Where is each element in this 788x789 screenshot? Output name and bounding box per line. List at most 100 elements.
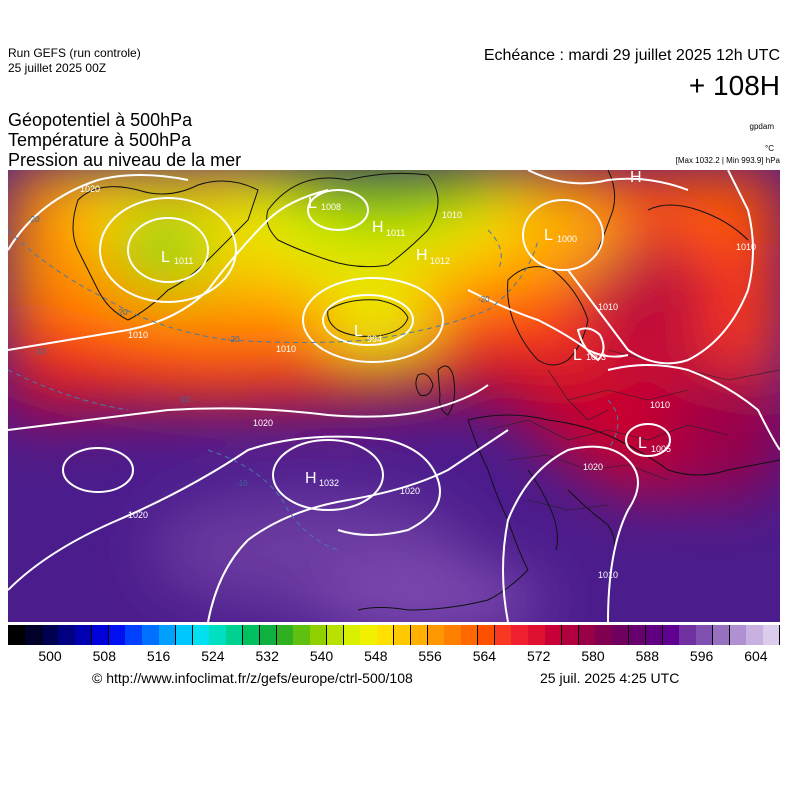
colorbar-tick-label: 516 <box>146 648 171 664</box>
valid-time: Echéance : mardi 29 juillet 2025 12h UTC <box>483 47 780 64</box>
isobar-label: 1010 <box>442 210 462 220</box>
colorbar-tick-label: 500 <box>38 648 62 664</box>
temperature-label: -10 <box>178 395 190 404</box>
colorbar-swatch <box>746 625 764 645</box>
isobar-label: 1020 <box>253 418 273 428</box>
svg-text:H: H <box>372 219 384 236</box>
colorbar-swatch <box>8 625 26 645</box>
colorbar-swatch <box>679 625 697 645</box>
colorbar-tick-label: 524 <box>201 648 225 664</box>
isobar-label: 1010 <box>598 302 618 312</box>
svg-text:1011: 1011 <box>174 256 193 266</box>
svg-text:H: H <box>630 170 642 186</box>
colorbar-swatch <box>444 625 462 645</box>
colorbar-tick-label: 556 <box>418 648 442 664</box>
svg-text:1005: 1005 <box>651 444 671 454</box>
svg-text:H: H <box>416 247 428 264</box>
map-svg: L 1008 L 1011 H 1011 H 1012 L 1000 L 994 L 1003… <box>8 170 780 622</box>
colorbar-swatch <box>712 625 731 645</box>
svg-text:1012: 1012 <box>430 256 450 266</box>
low-system: L 1011 <box>161 249 193 266</box>
unit-geopotential: gpdam <box>749 122 774 131</box>
colorbar-tick-label: 572 <box>527 648 551 664</box>
isobar-label: 1020 <box>80 184 100 194</box>
lead-time: + 108H <box>688 70 780 101</box>
colorbar-tick-label: 564 <box>472 648 497 664</box>
colorbar-tick-label: 604 <box>744 648 768 664</box>
colorbar-swatch <box>310 625 328 645</box>
temperature-label: -20 <box>478 295 490 304</box>
generation-time: 25 juil. 2025 4:25 UTC <box>540 670 680 686</box>
colorbar-swatch <box>729 625 747 645</box>
colorbar-swatch <box>276 625 294 645</box>
colorbar-swatch <box>377 625 395 645</box>
isobar-label: 1010 <box>598 570 618 580</box>
svg-text:L: L <box>544 227 553 244</box>
colorbar-swatch <box>628 625 647 645</box>
colorbar-ticks: 500 508 516 524 532 540 548 556 564 572 580 588 596 6… <box>8 648 780 666</box>
colorbar-tick-label: 580 <box>581 648 605 664</box>
colorbar-swatch <box>209 625 227 645</box>
colorbar-swatch <box>494 625 512 645</box>
colorbar <box>8 625 781 645</box>
colorbar-swatch <box>108 625 126 645</box>
svg-text:L: L <box>638 435 647 452</box>
svg-text:L: L <box>354 323 363 340</box>
colorbar-swatch <box>645 625 664 645</box>
colorbar-swatch <box>175 625 194 645</box>
temperature-labels: -20 -20 -20 -20 -10 -10 -10 <box>28 215 490 488</box>
svg-text:1032: 1032 <box>319 478 339 488</box>
colorbar-swatch <box>662 625 680 645</box>
colorbar-tick-label: 532 <box>255 648 279 664</box>
svg-text:H: H <box>305 470 317 487</box>
colorbar-swatch <box>528 625 546 645</box>
isobar-label: 1010 <box>128 330 148 340</box>
colorbar-swatch <box>578 625 596 645</box>
colorbar-swatch <box>125 625 143 645</box>
colorbar-swatch <box>242 625 261 645</box>
svg-text:994: 994 <box>367 334 382 344</box>
svg-text:1008: 1008 <box>321 202 341 212</box>
colorbar-tick-label: 596 <box>689 648 714 664</box>
colorbar-swatch <box>595 625 613 645</box>
svg-text:L: L <box>573 347 582 364</box>
svg-text:L: L <box>308 195 317 212</box>
colorbar-swatch <box>293 625 311 645</box>
run-title: Run GEFS (run controle) <box>8 46 141 60</box>
svg-text:1000: 1000 <box>557 234 577 244</box>
svg-text:1003: 1003 <box>586 352 606 362</box>
colorbar-swatch <box>91 625 110 645</box>
colorbar-tick-label: 548 <box>364 648 388 664</box>
isotherms <box>8 229 619 551</box>
colorbar-swatch <box>142 625 160 645</box>
colorbar-swatch <box>461 625 479 645</box>
temperature-label: -10 <box>236 479 248 488</box>
isobar-label: 1010 <box>650 400 670 410</box>
isobar-label: 1020 <box>128 510 148 520</box>
temperature-label: -20 <box>116 308 128 317</box>
colorbar-tick-label: 588 <box>635 648 659 664</box>
colorbar-swatch <box>410 625 429 645</box>
isobar-label: 1010 <box>736 242 756 252</box>
colorbar-swatch <box>394 625 412 645</box>
low-system: L 1000 <box>544 227 577 244</box>
colorbar-tick-label: 508 <box>92 648 116 664</box>
high-system: H <box>630 170 642 186</box>
colorbar-swatch <box>259 625 278 645</box>
copyright-text: © http://www.infoclimat.fr/z/gefs/europe… <box>92 670 413 686</box>
temperature-label: -20 <box>28 215 40 224</box>
colorbar-swatch <box>763 625 781 645</box>
colorbar-swatch <box>41 625 59 645</box>
colorbar-swatch <box>226 625 244 645</box>
colorbar-swatch <box>58 625 76 645</box>
parameter-geopotential: Géopotentiel à 500hPa <box>8 110 193 130</box>
weather-map: L 1008 L 1011 H 1011 H 1012 L 1000 L 994 L 1003… <box>8 170 780 622</box>
isobar-labels: 1020 1010 1020 1010 1010 1020 1020 1010 … <box>80 184 756 580</box>
temperature-label: -20 <box>228 335 240 344</box>
parameter-pressure: Pression au niveau de la mer <box>8 150 242 170</box>
low-system: L 1003 <box>573 347 606 364</box>
low-system: L 1005 <box>638 435 671 454</box>
colorbar-swatch <box>612 625 630 645</box>
colorbar-swatch <box>192 625 210 645</box>
svg-text:1011: 1011 <box>386 228 405 238</box>
